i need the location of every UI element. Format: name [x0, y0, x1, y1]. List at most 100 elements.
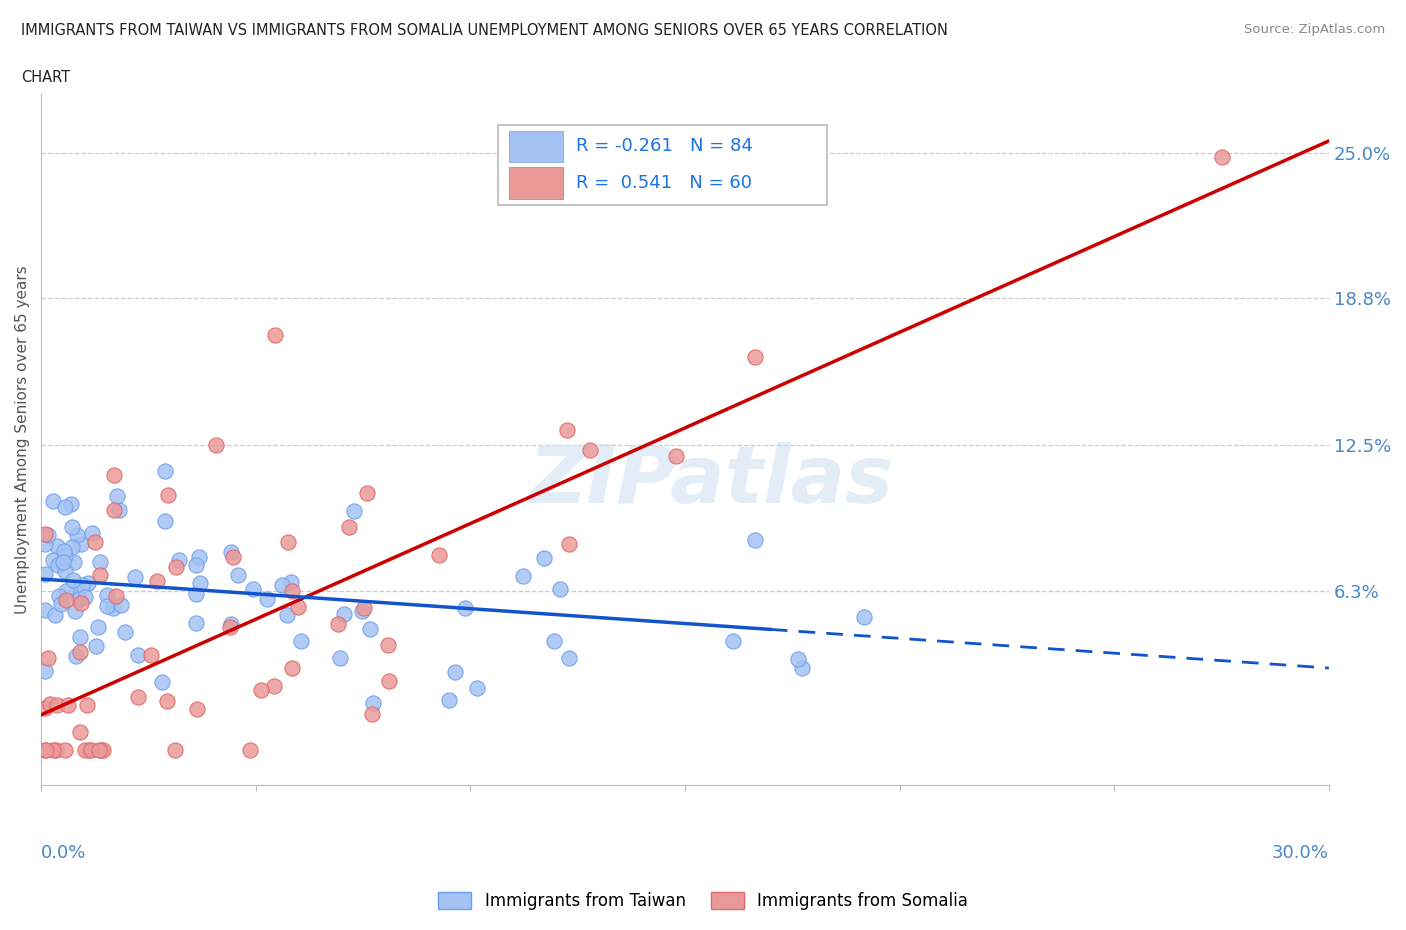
Point — [73, 742, 96, 757]
Legend: Immigrants from Taiwan, Immigrants from Somalia: Immigrants from Taiwan, Immigrants from … — [432, 885, 974, 917]
Point — [79, 742, 101, 757]
Point — [427, 548, 450, 563]
Point — [44, 607, 66, 622]
Text: CHART: CHART — [21, 70, 70, 85]
Point — [333, 607, 356, 622]
Point — [49, 596, 72, 611]
Text: Source: ZipAtlas.com: Source: ZipAtlas.com — [1244, 23, 1385, 36]
Point — [548, 582, 571, 597]
Point — [73, 590, 96, 604]
Point — [34, 663, 56, 678]
Point — [352, 604, 374, 618]
Point — [63, 604, 86, 618]
Point — [360, 707, 382, 722]
Point — [786, 651, 808, 666]
Point — [557, 650, 579, 665]
Point — [239, 742, 262, 757]
Point — [124, 570, 146, 585]
Text: 0.0%: 0.0% — [41, 844, 87, 862]
Point — [146, 574, 169, 589]
Point — [83, 535, 105, 550]
Point — [150, 674, 173, 689]
Point — [163, 742, 186, 757]
Point — [790, 661, 813, 676]
Point — [242, 581, 264, 596]
Point — [59, 496, 82, 511]
Point — [89, 554, 111, 569]
Y-axis label: Unemployment Among Seniors over 65 years: Unemployment Among Seniors over 65 years — [15, 265, 30, 614]
Point — [465, 681, 488, 696]
Point — [87, 742, 110, 757]
Point — [69, 724, 91, 739]
Point — [512, 569, 534, 584]
Point — [69, 630, 91, 644]
Point — [48, 588, 70, 603]
Point — [53, 548, 76, 563]
Point — [84, 639, 107, 654]
Point — [76, 698, 98, 712]
FancyBboxPatch shape — [498, 126, 827, 205]
Point — [60, 539, 83, 554]
Point — [87, 620, 110, 635]
Point — [62, 554, 84, 569]
Point — [108, 503, 131, 518]
Point — [337, 520, 360, 535]
Point — [34, 537, 56, 551]
Point — [42, 552, 65, 567]
Point — [443, 664, 465, 679]
Point — [103, 503, 125, 518]
Point — [329, 650, 352, 665]
Point — [555, 423, 578, 438]
Point — [45, 742, 67, 757]
Point — [353, 601, 375, 616]
Point — [277, 534, 299, 549]
Point — [222, 550, 245, 565]
Point — [52, 544, 75, 559]
Point — [60, 519, 83, 534]
Point — [271, 578, 294, 592]
Point — [35, 742, 58, 757]
Text: 30.0%: 30.0% — [1272, 844, 1329, 862]
Point — [77, 742, 100, 757]
Point — [34, 526, 56, 541]
Point — [219, 544, 242, 559]
Point — [276, 607, 298, 622]
Point — [139, 648, 162, 663]
Point — [287, 600, 309, 615]
Text: R = -0.261   N = 84: R = -0.261 N = 84 — [575, 137, 752, 155]
Point — [42, 742, 65, 757]
Point — [221, 617, 243, 631]
Point — [56, 698, 79, 712]
Point — [205, 437, 228, 452]
Point — [45, 698, 67, 713]
Point — [264, 327, 287, 342]
Point — [91, 742, 114, 757]
Point — [69, 595, 91, 610]
Point — [42, 494, 65, 509]
Point — [103, 467, 125, 482]
Point — [290, 633, 312, 648]
Point — [343, 503, 366, 518]
Point — [96, 587, 118, 602]
Point — [34, 742, 56, 757]
Point — [281, 584, 304, 599]
Point — [89, 568, 111, 583]
Point — [263, 678, 285, 693]
Point — [53, 499, 76, 514]
Point — [96, 598, 118, 613]
Point — [665, 448, 688, 463]
Point — [359, 621, 381, 636]
Point — [723, 633, 745, 648]
Point — [46, 538, 69, 553]
Point — [34, 566, 56, 581]
Point — [218, 619, 240, 634]
Point — [110, 597, 132, 612]
Point — [280, 574, 302, 589]
Point — [326, 617, 349, 631]
Point — [55, 583, 77, 598]
Point — [188, 576, 211, 591]
Point — [186, 702, 208, 717]
Point — [744, 350, 766, 365]
Point — [127, 647, 149, 662]
Point — [105, 488, 128, 503]
